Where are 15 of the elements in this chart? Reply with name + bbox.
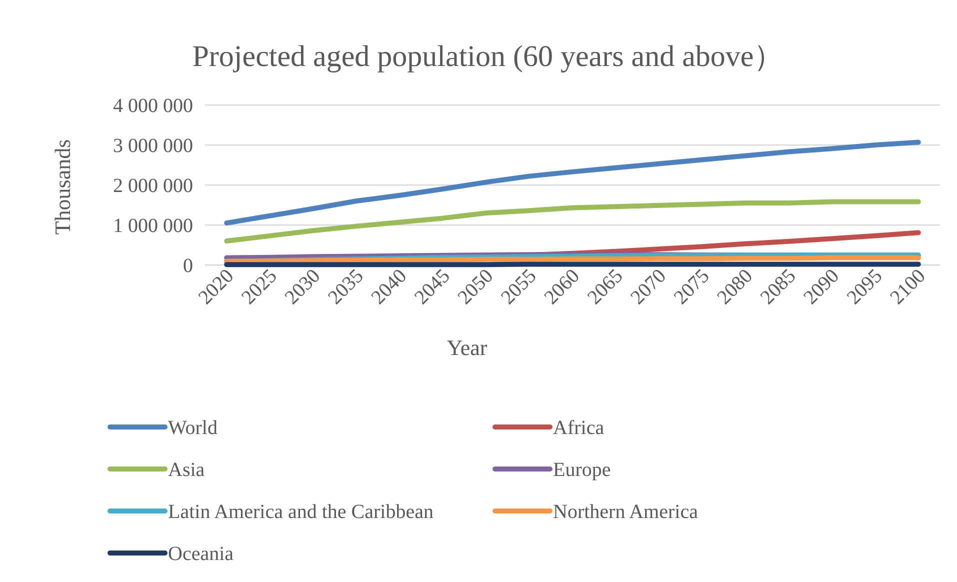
chart-title: Projected aged population (60 years and above） xyxy=(192,40,784,73)
legend-label: Northern America xyxy=(553,501,698,523)
legend-label: World xyxy=(168,417,218,439)
legend-label: Asia xyxy=(168,459,205,481)
y-tick-label: 2 000 000 xyxy=(113,175,193,197)
legend-label: Oceania xyxy=(168,543,234,565)
y-tick-label: 3 000 000 xyxy=(113,135,193,157)
y-axis-title: Thousands xyxy=(50,139,75,235)
y-tick-label: 1 000 000 xyxy=(113,215,193,237)
legend-label: Africa xyxy=(553,417,604,439)
y-tick-label: 0 xyxy=(183,255,193,277)
legend-label: Latin America and the Caribbean xyxy=(168,501,434,523)
legend-label: Europe xyxy=(553,459,611,481)
x-axis-title: Year xyxy=(446,335,488,360)
y-tick-label: 4 000 000 xyxy=(113,95,193,117)
